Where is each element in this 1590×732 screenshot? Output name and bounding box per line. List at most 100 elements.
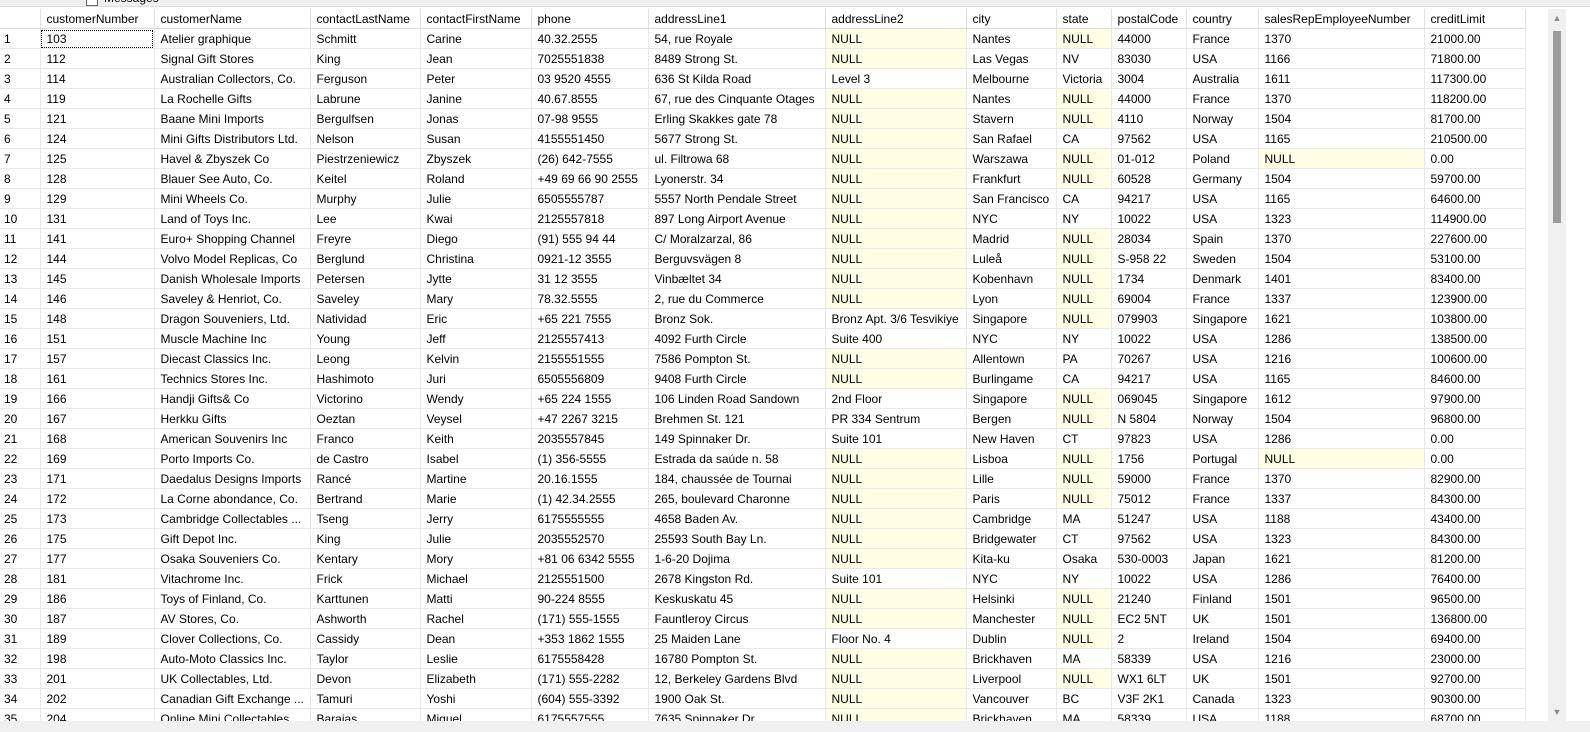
table-row[interactable]: 33 201 UK Collectables, Ltd. Devon Elizabeth… [0,668,1526,689]
cell-state[interactable]: NULL [1056,148,1112,169]
column-header[interactable]: phone [531,9,649,29]
cell-postalCode[interactable]: S-958 22 [1111,248,1187,269]
cell-phone[interactable]: 6175555555 [531,508,649,529]
cell-postalCode[interactable]: 58339 [1111,648,1187,669]
cell-city[interactable]: NYC [966,208,1057,229]
cell-creditLimit[interactable]: 69400.00 [1424,628,1526,649]
cell-addressLine1[interactable]: 2, rue du Commerce [648,288,826,309]
cell-addressLine2[interactable]: NULL [825,148,967,169]
cell-city[interactable]: Melbourne [966,68,1057,89]
cell-state[interactable]: NULL [1056,388,1112,409]
cell-country[interactable]: Ireland [1186,628,1259,649]
cell-contactLastName[interactable]: Hashimoto [310,368,421,389]
vertical-scrollbar[interactable]: ▲ ▼ [1548,9,1566,721]
column-header[interactable]: contactFirstName [420,9,532,29]
cell-state[interactable]: MA [1056,508,1112,529]
cell-phone[interactable]: 07-98 9555 [531,108,649,129]
cell-customerName[interactable]: Atelier graphique [154,28,311,49]
cell-addressLine1[interactable]: 4658 Baden Av. [648,508,826,529]
cell-city[interactable]: Bridgewater [966,528,1057,549]
cell-contactFirstName[interactable]: Michael [420,568,532,589]
cell-contactLastName[interactable]: Nelson [310,128,421,149]
cell-city[interactable]: New Haven [966,428,1057,449]
cell-addressLine1[interactable]: 9408 Furth Circle [648,368,826,389]
table-row[interactable]: 1 103 Atelier graphique Schmitt Carine 40.32.… [0,28,1526,49]
row-number[interactable]: 29 [0,588,41,609]
table-row[interactable]: 6 124 Mini Gifts Distributors Ltd. Nelson Su… [0,128,1526,149]
cell-postalCode[interactable]: 1756 [1111,448,1187,469]
cell-country[interactable]: USA [1186,208,1259,229]
cell-customerNumber[interactable]: 148 [40,308,155,329]
cell-state[interactable]: NULL [1056,228,1112,249]
cell-postalCode[interactable]: 94217 [1111,188,1187,209]
column-header[interactable]: customerNumber [40,9,155,29]
row-number[interactable]: 5 [0,108,41,129]
cell-city[interactable]: Manchester [966,608,1057,629]
cell-contactFirstName[interactable]: Martine [420,468,532,489]
cell-state[interactable]: NULL [1056,588,1112,609]
cell-creditLimit[interactable]: 84600.00 [1424,368,1526,389]
cell-city[interactable]: Luleå [966,248,1057,269]
cell-contactLastName[interactable]: Taylor [310,648,421,669]
cell-creditLimit[interactable]: 64600.00 [1424,188,1526,209]
table-row[interactable]: 11 141 Euro+ Shopping Channel Freyre Diego (9… [0,228,1526,249]
cell-state[interactable]: NULL [1056,288,1112,309]
cell-contactLastName[interactable]: Tseng [310,508,421,529]
cell-customerName[interactable]: Vitachrome Inc. [154,568,311,589]
cell-country[interactable]: USA [1186,328,1259,349]
cell-salesRepEmployeeNumber[interactable]: 1504 [1258,108,1425,129]
cell-state[interactable]: CA [1056,368,1112,389]
cell-addressLine2[interactable]: PR 334 Sentrum [825,408,967,429]
cell-addressLine2[interactable]: NULL [825,288,967,309]
row-number[interactable]: 25 [0,508,41,529]
cell-city[interactable]: Burlingame [966,368,1057,389]
cell-phone[interactable]: 78.32.5555 [531,288,649,309]
cell-salesRepEmployeeNumber[interactable]: 1323 [1258,208,1425,229]
cell-customerName[interactable]: Canadian Gift Exchange ... [154,688,311,709]
cell-salesRepEmployeeNumber[interactable]: NULL [1258,148,1425,169]
table-row[interactable]: 4 119 La Rochelle Gifts Labrune Janine 40.67.… [0,88,1526,109]
cell-contactLastName[interactable]: Karttunen [310,588,421,609]
table-row[interactable]: 27 177 Osaka Souveniers Co. Kentary Mory +81 … [0,548,1526,569]
cell-salesRepEmployeeNumber[interactable]: 1286 [1258,428,1425,449]
table-row[interactable]: 29 186 Toys of Finland, Co. Karttunen Matti 9… [0,588,1526,609]
cell-customerNumber[interactable]: 198 [40,648,155,669]
cell-salesRepEmployeeNumber[interactable]: 1323 [1258,688,1425,709]
cell-salesRepEmployeeNumber[interactable]: 1216 [1258,648,1425,669]
cell-country[interactable]: Norway [1186,408,1259,429]
cell-phone[interactable]: 6505555787 [531,188,649,209]
cell-postalCode[interactable]: 97823 [1111,428,1187,449]
cell-city[interactable]: Las Vegas [966,48,1057,69]
cell-country[interactable]: Germany [1186,168,1259,189]
cell-customerNumber[interactable]: 119 [40,88,155,109]
cell-addressLine1[interactable]: 1900 Oak St. [648,688,826,709]
cell-creditLimit[interactable]: 53100.00 [1424,248,1526,269]
table-row[interactable]: 13 145 Danish Wholesale Imports Petersen Jyt… [0,268,1526,289]
cell-addressLine2[interactable]: NULL [825,528,967,549]
cell-phone[interactable]: 4155551450 [531,128,649,149]
cell-customerName[interactable]: Auto-Moto Classics Inc. [154,648,311,669]
cell-state[interactable]: NULL [1056,468,1112,489]
cell-customerNumber[interactable]: 189 [40,628,155,649]
cell-postalCode[interactable]: 75012 [1111,488,1187,509]
cell-salesRepEmployeeNumber[interactable]: 1188 [1258,508,1425,529]
table-row[interactable]: 32 198 Auto-Moto Classics Inc. Taylor Leslie… [0,648,1526,669]
cell-city[interactable]: Paris [966,488,1057,509]
cell-addressLine1[interactable]: 265, boulevard Charonne [648,488,826,509]
cell-contactFirstName[interactable]: Matti [420,588,532,609]
table-row[interactable]: 8 128 Blauer See Auto, Co. Keitel Roland +49 … [0,168,1526,189]
cell-addressLine2[interactable]: NULL [825,548,967,569]
cell-creditLimit[interactable]: 71800.00 [1424,48,1526,69]
cell-contactFirstName[interactable]: Keith [420,428,532,449]
cell-state[interactable]: NULL [1056,108,1112,129]
cell-contactLastName[interactable]: Keitel [310,168,421,189]
cell-addressLine2[interactable]: NULL [825,488,967,509]
cell-contactFirstName[interactable]: Rachel [420,608,532,629]
row-number[interactable]: 10 [0,208,41,229]
table-row[interactable]: 26 175 Gift Depot Inc. King Julie 2035552570 2… [0,528,1526,549]
cell-contactFirstName[interactable]: Juri [420,368,532,389]
cell-salesRepEmployeeNumber[interactable]: 1612 [1258,388,1425,409]
cell-customerName[interactable]: Baane Mini Imports [154,108,311,129]
cell-creditLimit[interactable]: 138500.00 [1424,328,1526,349]
cell-city[interactable]: Dublin [966,628,1057,649]
